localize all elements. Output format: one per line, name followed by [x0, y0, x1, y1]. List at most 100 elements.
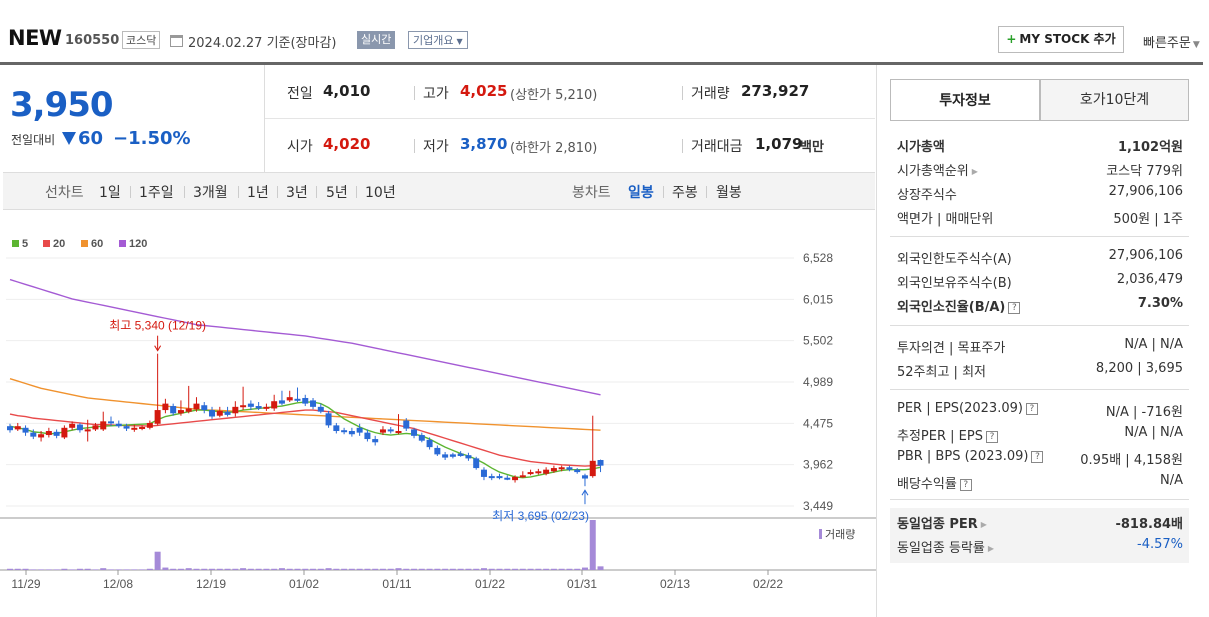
range-1y[interactable]: 1년 [247, 185, 269, 201]
invest-row: 시가총액순위 ▶ 코스닥 779위 [897, 157, 1183, 181]
chevron-right-icon: ▶ [987, 544, 995, 553]
volume-bar [589, 520, 596, 570]
volume-bar [302, 568, 309, 570]
invest-row-label[interactable]: 동일업종 등락률 ▶ [897, 537, 994, 556]
candle-body [310, 400, 317, 407]
candle-body [278, 400, 285, 404]
divider [706, 186, 707, 198]
realtime-button[interactable]: 실시간 [357, 31, 396, 49]
market-badge: 코스닥 [122, 31, 161, 49]
volume-bar [232, 568, 239, 570]
candle-body [255, 406, 262, 409]
range-1w[interactable]: 1주일 [139, 185, 174, 201]
candle-daily[interactable]: 일봉 [628, 185, 654, 201]
invest-row: 동일업종 등락률 ▶ -4.57% [897, 534, 1183, 558]
tab-invest-info[interactable]: 투자정보 [890, 79, 1040, 121]
candle-body [379, 429, 386, 433]
help-icon[interactable]: ? [985, 431, 998, 443]
volume-legend-swatch [819, 529, 822, 539]
tab-orderbook[interactable]: 호가10단계 [1040, 79, 1189, 121]
volume-label: 거래량 [691, 86, 730, 102]
volume-bar [294, 568, 301, 570]
candle-body [286, 397, 293, 401]
invest-row-label: 외국인소진율(B/A)? [897, 296, 1021, 315]
candle-body [154, 410, 161, 424]
candle-body [69, 423, 76, 428]
candle-body [302, 397, 309, 404]
add-mystock-button[interactable]: + MY STOCK 추가 [998, 26, 1124, 53]
invest-row-value: N/A [1160, 473, 1183, 488]
volume-bar [449, 568, 456, 570]
volume-bar [395, 568, 402, 570]
legend-swatch [43, 240, 50, 247]
help-icon[interactable]: ? [959, 479, 972, 491]
range-3m[interactable]: 3개월 [193, 185, 228, 201]
candle-body [449, 454, 456, 457]
volume-bar [185, 568, 192, 570]
candle-body [535, 471, 542, 474]
candle-body [123, 426, 130, 429]
range-3y[interactable]: 3년 [286, 185, 308, 201]
section-divider [890, 325, 1189, 326]
candle-weekly[interactable]: 주봉 [672, 185, 698, 201]
volume-bar [418, 568, 425, 570]
help-icon[interactable]: ? [1031, 451, 1044, 463]
volume-bar [177, 568, 184, 570]
volume-bar [30, 569, 37, 570]
volume-bar [550, 568, 557, 570]
volume-bar [84, 568, 91, 570]
range-10y[interactable]: 10년 [365, 185, 396, 201]
volume-bar [566, 568, 573, 570]
volume-bar [364, 568, 371, 570]
volume-bar [69, 569, 76, 570]
line-chart-label: 선차트 [45, 185, 84, 201]
invest-row-label[interactable]: 시가총액순위 ▶ [897, 160, 978, 179]
candle-body [457, 453, 464, 456]
divider [277, 186, 278, 198]
change-label: 전일대비 [11, 133, 56, 147]
candle-body [543, 469, 550, 474]
volume-bar [411, 568, 418, 570]
volume-bar [465, 568, 472, 570]
volume-bar [379, 568, 386, 570]
invest-row-value: -818.84배 [1115, 517, 1183, 532]
quick-order-button[interactable]: 빠른주문 ▼ [1143, 32, 1200, 51]
invest-row: 52주최고 | 최저 8,200 | 3,695 [897, 358, 1183, 382]
invest-row-label[interactable]: 동일업종 PER ▶ [897, 513, 987, 532]
volume-bar [387, 568, 394, 570]
range-1d[interactable]: 1일 [99, 185, 121, 201]
invest-row: 외국인소진율(B/A)? 7.30% [897, 293, 1183, 317]
invest-row-label: PER | EPS(2023.09)? [897, 401, 1038, 416]
chart-range-bar [3, 172, 875, 210]
change-value: 60 [78, 128, 104, 149]
company-overview-button[interactable]: 기업개요 ▼ [408, 31, 468, 49]
invest-row-label: 외국인보유주식수(B) [897, 272, 1012, 291]
invest-row-label: 추정PER | EPS? [897, 425, 998, 444]
down-arrow-icon [62, 132, 76, 145]
invest-row-value: 2,036,479 [1116, 272, 1183, 287]
help-icon[interactable]: ? [1008, 302, 1021, 314]
candle-body [426, 439, 433, 448]
candle-body [504, 477, 511, 480]
divider [316, 186, 317, 198]
candle-body [364, 432, 371, 440]
candle-monthly[interactable]: 월봉 [716, 185, 742, 201]
volume-bar [131, 569, 138, 570]
range-5y[interactable]: 5년 [326, 185, 348, 201]
invest-row-label-text: 동일업종 PER [897, 517, 978, 532]
ma-line-ma120 [9, 278, 601, 396]
x-tick-label: 12/08 [103, 577, 133, 591]
candle-body [294, 398, 301, 401]
volume-bar [512, 568, 519, 570]
divider [414, 86, 415, 100]
help-icon[interactable]: ? [1025, 403, 1038, 415]
price-chart[interactable]: 5 20 60 120 거래량 6,528 6,015 5,502 4,989 4,475 3,… [0, 230, 876, 600]
volume-bar [247, 568, 254, 570]
candle-body [527, 472, 534, 475]
volume-value: 273,927 [741, 82, 810, 100]
candle-body [356, 427, 363, 433]
legend-label: 5 [22, 238, 28, 250]
candle-body [387, 429, 394, 432]
add-mystock-label: MY STOCK 추가 [1019, 32, 1116, 46]
upper-limit: (상한가 5,210) [510, 88, 598, 103]
